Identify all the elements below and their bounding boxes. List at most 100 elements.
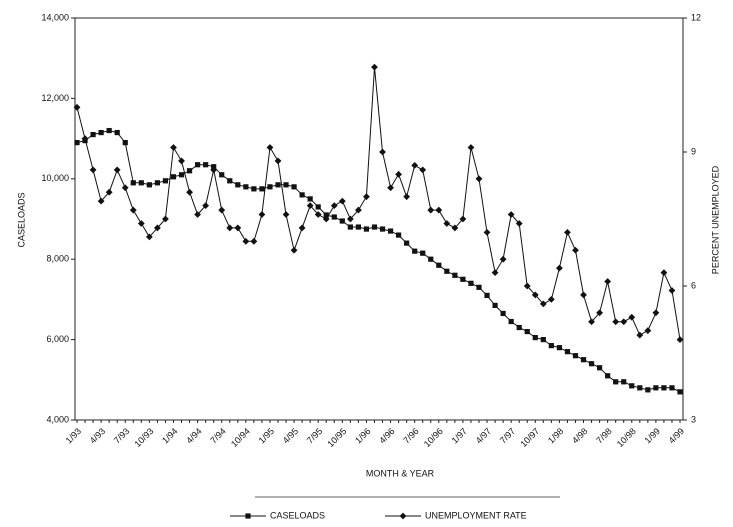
data-point — [443, 220, 451, 227]
y-tick-label: 6,000 — [46, 334, 69, 344]
data-point — [170, 174, 177, 180]
data-point — [306, 202, 314, 209]
x-tick-label: 1/95 — [257, 426, 276, 445]
data-point — [363, 193, 370, 201]
data-point — [266, 144, 274, 151]
series-line — [76, 67, 681, 340]
data-point — [556, 264, 563, 272]
data-point — [597, 365, 603, 371]
data-point — [540, 337, 546, 343]
data-point — [475, 175, 483, 183]
data-point — [644, 327, 652, 335]
data-point — [97, 197, 105, 205]
data-point — [412, 248, 418, 254]
x-tick-label: 4/95 — [281, 426, 300, 445]
data-point — [122, 140, 128, 146]
x-tick-label: 4/96 — [377, 426, 396, 445]
data-point — [548, 343, 554, 349]
data-point — [483, 229, 491, 236]
data-point — [588, 361, 595, 367]
data-point — [452, 272, 458, 278]
data-point — [547, 296, 555, 303]
y2-tick-label: 12 — [691, 12, 701, 22]
y-tick-label: 4,000 — [46, 414, 69, 424]
data-point — [420, 250, 426, 256]
data-point — [90, 131, 96, 138]
y2-tick-label: 6 — [691, 280, 696, 290]
data-point — [435, 206, 443, 214]
data-point — [129, 206, 137, 214]
data-point — [677, 389, 683, 395]
data-point — [218, 206, 226, 214]
x-tick-label: 7/94 — [208, 426, 227, 445]
data-point — [314, 211, 322, 218]
data-point — [645, 387, 651, 393]
data-point — [604, 278, 612, 285]
data-point — [451, 224, 459, 232]
y-tick-label: 12,000 — [41, 93, 69, 103]
data-point — [669, 385, 675, 391]
x-tick-label: 10/96 — [422, 426, 445, 449]
legend-marker — [399, 512, 407, 520]
data-point — [613, 379, 619, 385]
data-point — [523, 282, 531, 290]
y2-tick-label: 9 — [691, 146, 696, 156]
data-point — [596, 309, 603, 317]
data-point — [162, 215, 169, 223]
data-point — [605, 373, 611, 379]
data-point — [531, 291, 539, 299]
data-point — [114, 129, 120, 136]
data-point — [227, 178, 233, 184]
data-point — [459, 215, 467, 223]
data-point — [194, 211, 201, 218]
data-point — [154, 224, 161, 232]
x-tick-label: 1/96 — [353, 426, 372, 445]
data-point — [620, 318, 628, 326]
data-point — [403, 193, 411, 201]
data-point — [138, 180, 144, 186]
data-point — [524, 328, 530, 335]
x-tick-label: 4/99 — [667, 426, 686, 445]
x-axis-label: MONTH & YEAR — [366, 468, 435, 478]
legend-label: CASELOADS — [270, 510, 325, 520]
data-point — [676, 336, 684, 343]
data-point — [637, 385, 643, 391]
x-tick-label: 4/93 — [88, 426, 107, 445]
data-point — [484, 292, 490, 298]
data-point — [508, 318, 514, 325]
data-point — [339, 218, 345, 224]
y-tick-label: 8,000 — [46, 254, 69, 264]
x-tick-label: 4/97 — [474, 426, 493, 445]
data-point — [105, 188, 113, 196]
data-point — [274, 157, 282, 165]
data-point — [556, 345, 562, 351]
data-point — [250, 237, 258, 245]
legend-marker — [245, 513, 251, 519]
data-point — [572, 246, 579, 254]
data-point — [467, 144, 475, 151]
data-point — [243, 184, 249, 190]
data-point — [515, 220, 523, 227]
data-point — [371, 63, 378, 71]
data-point — [411, 162, 419, 169]
x-tick-label: 1/99 — [643, 426, 662, 445]
x-tick-label: 4/94 — [184, 426, 203, 445]
data-point — [98, 129, 104, 136]
data-point — [210, 166, 218, 174]
data-point — [355, 206, 362, 214]
x-tick-label: 10/94 — [229, 426, 252, 449]
data-point — [427, 206, 435, 214]
x-tick-label: 7/96 — [401, 426, 420, 445]
data-point — [612, 318, 620, 326]
data-point — [121, 184, 129, 192]
x-tick-label: 7/95 — [305, 426, 324, 445]
y-axis-label: CASELOADS — [16, 192, 26, 247]
data-point — [195, 162, 201, 168]
data-point — [330, 202, 338, 209]
data-point — [203, 162, 209, 168]
data-point — [355, 224, 361, 230]
data-point — [186, 168, 193, 174]
data-point — [379, 226, 386, 232]
data-point — [564, 349, 571, 355]
data-point — [580, 291, 587, 299]
